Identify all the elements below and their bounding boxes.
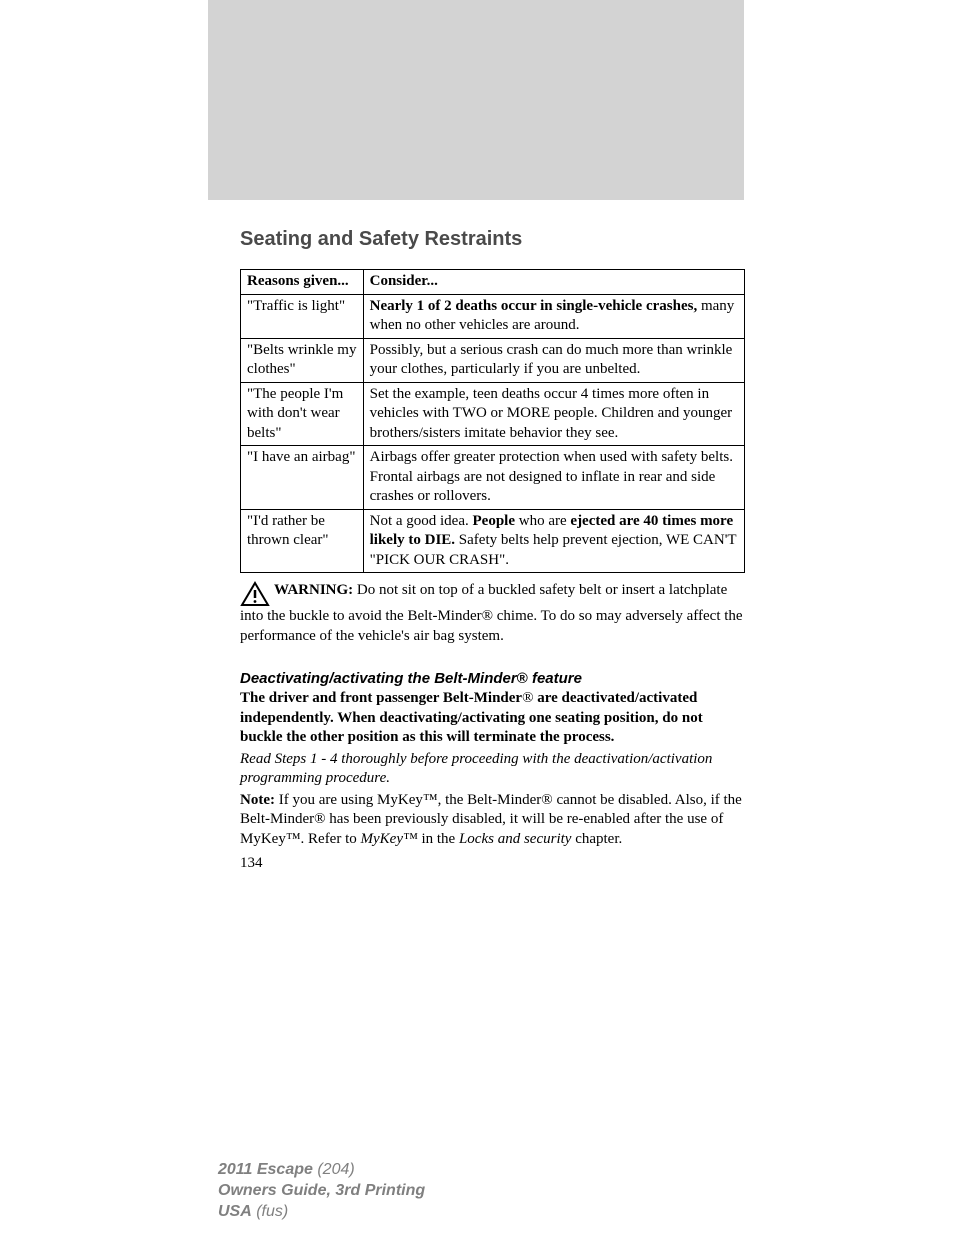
- footer-line-1: 2011 Escape (204): [218, 1160, 425, 1181]
- warning-label: WARNING:: [274, 582, 353, 598]
- table-row: "Traffic is light" Nearly 1 of 2 deaths …: [241, 294, 745, 338]
- cell-consider: Set the example, teen deaths occur 4 tim…: [363, 382, 744, 446]
- page-content: Seating and Safety Restraints Reasons gi…: [240, 228, 745, 872]
- cell-consider: Possibly, but a serious crash can do muc…: [363, 338, 744, 382]
- footer-line-2: Owners Guide, 3rd Printing: [218, 1181, 425, 1202]
- italic-paragraph: Read Steps 1 - 4 thoroughly before proce…: [240, 750, 745, 789]
- cell-reason: "The people I'm with don't wear belts": [241, 382, 364, 446]
- page-number: 134: [240, 855, 745, 872]
- footer: 2011 Escape (204) Owners Guide, 3rd Prin…: [218, 1160, 425, 1222]
- cell-consider: Airbags offer greater protection when us…: [363, 446, 744, 510]
- cell-reason: "Traffic is light": [241, 294, 364, 338]
- table-row: "I have an airbag" Airbags offer greater…: [241, 446, 745, 510]
- bold-paragraph: The driver and front passenger Belt-Mind…: [240, 689, 745, 748]
- cell-consider: Nearly 1 of 2 deaths occur in single-veh…: [363, 294, 744, 338]
- cell-reason: "I have an airbag": [241, 446, 364, 510]
- subsection-title: Deactivating/activating the Belt-Minder®…: [240, 670, 745, 687]
- warning-triangle-icon: [240, 581, 270, 607]
- note-paragraph: Note: If you are using MyKey™, the Belt-…: [240, 791, 745, 850]
- th-consider: Consider...: [363, 270, 744, 295]
- cell-reason: "I'd rather be thrown clear": [241, 509, 364, 573]
- warning-block: WARNING: Do not sit on top of a buckled …: [240, 581, 745, 646]
- cell-consider: Not a good idea. People who are ejected …: [363, 509, 744, 573]
- table-row: "The people I'm with don't wear belts" S…: [241, 382, 745, 446]
- th-reasons: Reasons given...: [241, 270, 364, 295]
- table-row: "Belts wrinkle my clothes" Possibly, but…: [241, 338, 745, 382]
- table-row: "I'd rather be thrown clear" Not a good …: [241, 509, 745, 573]
- footer-line-3: USA (fus): [218, 1202, 425, 1223]
- section-title: Seating and Safety Restraints: [240, 228, 745, 251]
- reasons-table: Reasons given... Consider... "Traffic is…: [240, 269, 745, 573]
- cell-reason: "Belts wrinkle my clothes": [241, 338, 364, 382]
- header-gray-block: [208, 0, 744, 200]
